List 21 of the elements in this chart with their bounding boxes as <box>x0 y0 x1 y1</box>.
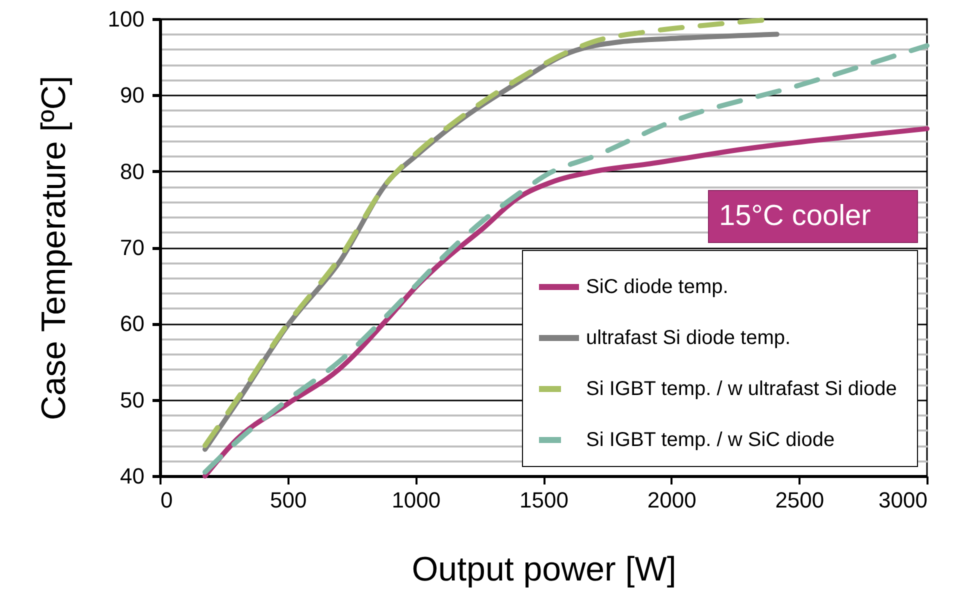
legend-label: Si IGBT temp. / w ultrafast Si diode <box>586 378 897 400</box>
y-tick-label: 100 <box>108 6 144 32</box>
y-tick-label: 90 <box>120 82 144 108</box>
annotation: 15°C cooler <box>708 190 918 243</box>
x-axis-title: Output power [W] <box>412 550 676 588</box>
x-tick-label: 3000 <box>878 488 928 512</box>
x-tick-label: 2500 <box>775 488 824 512</box>
y-axis-title: Case Temperature [ºC] <box>34 76 73 420</box>
y-tick-label: 40 <box>120 464 144 488</box>
y-tick-label: 60 <box>120 311 144 336</box>
x-tick-label: 2000 <box>647 488 696 512</box>
x-tick-label: 1000 <box>392 488 441 512</box>
x-tick-label: 0 <box>160 488 173 512</box>
legend-label: Si IGBT temp. / w SiC diode <box>586 429 835 451</box>
y-tick-label: 70 <box>120 235 144 260</box>
x-tick-label: 500 <box>270 488 307 512</box>
legend-label: SiC diode temp. <box>586 276 728 298</box>
y-tick-label: 80 <box>120 158 144 184</box>
legend-label: ultrafast Si diode temp. <box>586 327 791 349</box>
x-tick-label: 1500 <box>520 488 568 512</box>
y-tick-label: 50 <box>120 387 144 412</box>
